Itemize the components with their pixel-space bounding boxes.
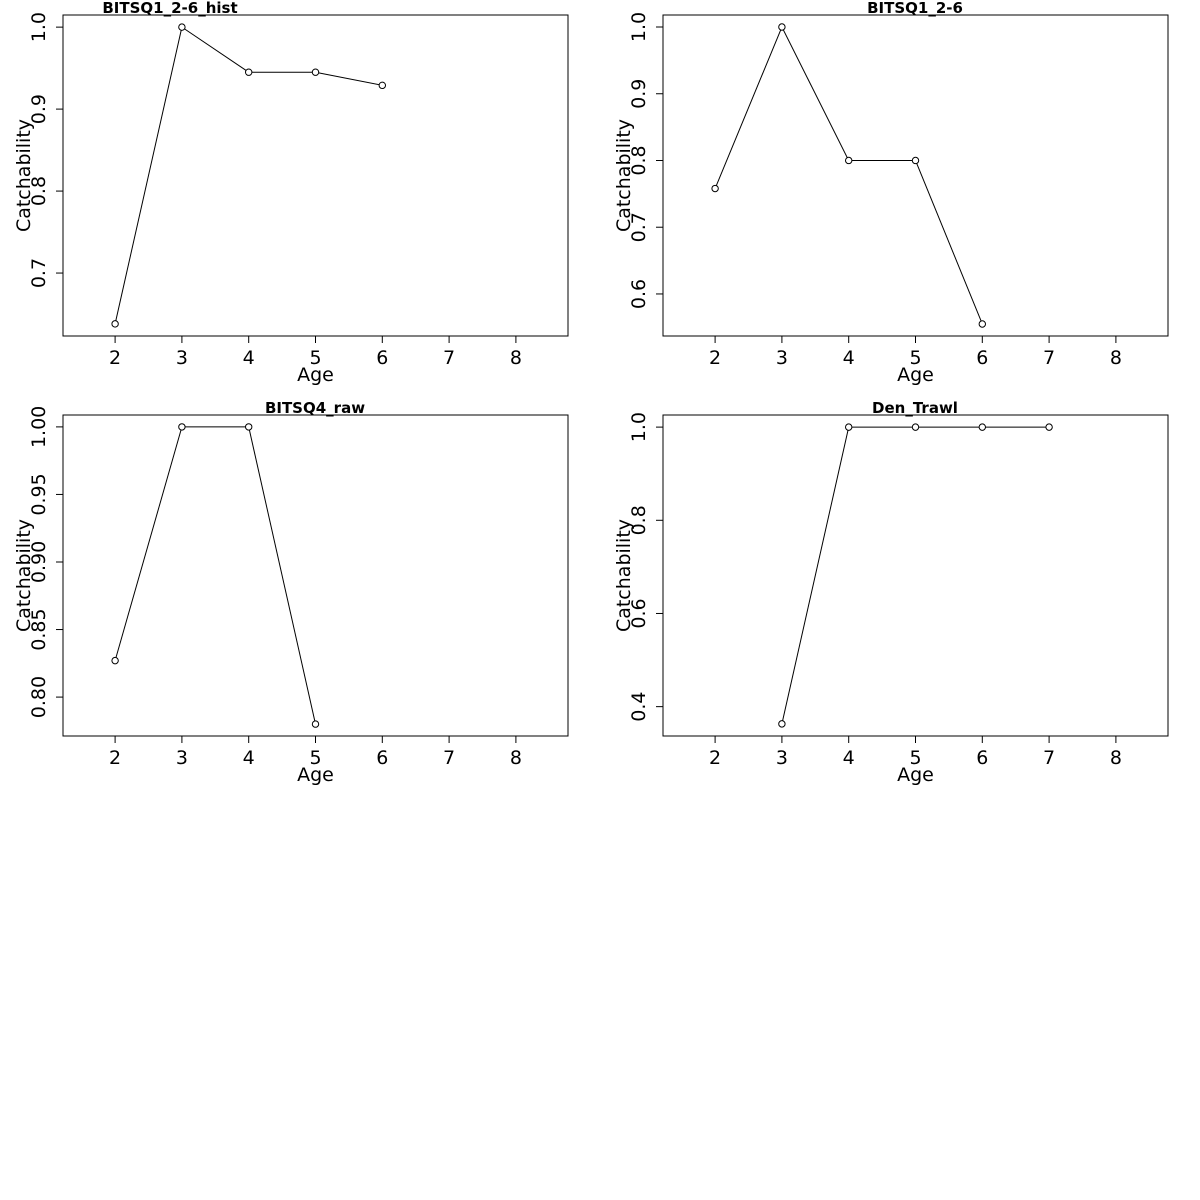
series-segment <box>114 27 183 324</box>
series-segment <box>181 26 249 73</box>
data-point <box>911 156 920 165</box>
x-axis-title: Age <box>897 364 934 386</box>
series-segment <box>781 427 850 724</box>
data-point <box>978 320 986 328</box>
y-tick-label: 0.8 <box>628 145 650 175</box>
x-tick-label: 5 <box>909 747 921 769</box>
x-tick-label: 2 <box>109 747 121 769</box>
y-tick-label: 0.95 <box>28 473 50 515</box>
x-axis-title: Age <box>297 364 334 386</box>
x-tick-label: 7 <box>1043 747 1055 769</box>
y-tick-label: 0.9 <box>628 79 650 109</box>
data-point <box>111 656 119 665</box>
x-tick-label: 3 <box>176 347 188 369</box>
data-point <box>845 423 853 431</box>
series-segment <box>114 426 183 661</box>
y-tick-label: 0.85 <box>28 608 50 650</box>
x-tick-label: 7 <box>443 747 455 769</box>
series-segment <box>915 160 983 325</box>
data-point <box>978 423 986 431</box>
x-tick-label: 5 <box>309 347 321 369</box>
plot-frame <box>62 14 569 337</box>
x-tick-label: 3 <box>776 347 788 369</box>
x-tick-label: 2 <box>709 347 721 369</box>
data-point <box>311 68 320 76</box>
x-tick-label: 4 <box>243 747 255 769</box>
y-tick-label: 1.0 <box>628 412 650 442</box>
plot-frame <box>662 14 1169 337</box>
x-tick-label: 5 <box>909 347 921 369</box>
x-tick-label: 6 <box>376 347 388 369</box>
data-point <box>378 81 386 90</box>
y-tick-label: 0.90 <box>28 541 50 583</box>
y-tick-label: 0.7 <box>28 258 50 288</box>
chart-panel-1: BITSQ1_2-6_hist 2 3 4 5 6 7 8 Age 0.7 0.8 0.9 1.0 Cat… <box>13 0 569 386</box>
x-tick-label: 2 <box>709 747 721 769</box>
panel-title: BITSQ4_raw <box>265 399 365 417</box>
plot-frame <box>62 414 569 737</box>
y-tick-label: 0.6 <box>628 598 650 628</box>
chart-panel-4: Den_Trawl 2 3 4 5 6 7 8 Age 0.4 0.6 0.8 1.0 Catchabil… <box>613 399 1169 786</box>
chart-panel-2: BITSQ1_2-6 2 3 4 5 6 7 8 Age 0.6 0.7 0.8 0.9 1.0 Catch… <box>613 0 1169 386</box>
x-tick-label: 6 <box>376 747 388 769</box>
data-point <box>245 68 253 76</box>
x-tick-label: 8 <box>510 747 522 769</box>
y-tick-label: 0.8 <box>28 176 50 206</box>
data-point <box>178 23 186 31</box>
x-tick-label: 7 <box>1043 347 1055 369</box>
y-tick-label: 0.6 <box>628 279 650 309</box>
x-tick-label: 5 <box>309 747 321 769</box>
data-point <box>911 423 920 431</box>
panel-title: Den_Trawl <box>872 399 958 417</box>
series-segment <box>315 71 383 86</box>
panel-title: BITSQ1_2-6_hist <box>102 0 237 17</box>
x-tick-label: 4 <box>243 347 255 369</box>
x-tick-label: 3 <box>176 747 188 769</box>
data-point <box>178 423 186 431</box>
y-tick-label: 1.0 <box>28 12 50 42</box>
data-point <box>711 184 719 193</box>
y-tick-label: 0.4 <box>628 692 650 722</box>
series-segment <box>781 26 850 161</box>
y-tick-label: 1.0 <box>628 12 650 42</box>
x-tick-label: 8 <box>1110 347 1122 369</box>
data-point <box>245 423 253 431</box>
series-segment <box>714 26 783 189</box>
y-tick-label: 0.80 <box>28 676 50 718</box>
x-tick-label: 4 <box>843 747 855 769</box>
x-tick-label: 7 <box>443 347 455 369</box>
x-tick-label: 2 <box>109 347 121 369</box>
y-tick-label: 1.00 <box>28 406 50 448</box>
data-point <box>111 320 119 328</box>
x-axis-title: Age <box>297 764 334 786</box>
y-tick-label: 0.7 <box>628 212 650 242</box>
series-segment <box>248 426 316 725</box>
x-tick-label: 4 <box>843 347 855 369</box>
y-tick-label: 0.8 <box>628 505 650 535</box>
y-axis-title: Catchability <box>613 119 635 232</box>
data-point <box>1045 423 1053 431</box>
panel-title: BITSQ1_2-6 <box>867 0 963 17</box>
x-tick-label: 6 <box>976 747 988 769</box>
data-point <box>778 23 786 31</box>
chart-panel-3: BITSQ4_raw 2 3 4 5 6 7 8 Age 0.80 0.85 0.90 0.95 1.00… <box>13 399 569 786</box>
data-point <box>311 720 320 728</box>
x-tick-label: 8 <box>510 347 522 369</box>
x-tick-label: 6 <box>976 347 988 369</box>
x-axis-title: Age <box>897 764 934 786</box>
y-tick-label: 0.9 <box>28 94 50 124</box>
data-point <box>845 156 853 165</box>
x-tick-label: 3 <box>776 747 788 769</box>
y-axis-title: Catchability <box>13 519 35 632</box>
y-axis-title: Catchability <box>13 119 35 232</box>
x-tick-label: 8 <box>1110 747 1122 769</box>
data-point <box>778 720 786 728</box>
plot-frame <box>662 414 1169 737</box>
y-axis-title: Catchability <box>613 519 635 632</box>
